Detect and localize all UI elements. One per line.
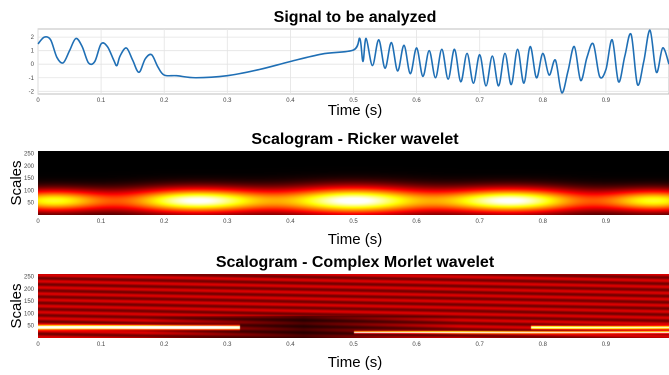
signal-x-ticks: 0 0.1 0.2 0.3 0.4 0.5 0.6 0.7 0.8 0.9 (36, 98, 610, 104)
morlet-y-axis-label: Scales (8, 283, 25, 328)
x-tick-label: 0.6 (412, 219, 421, 225)
x-tick-label: 0.4 (286, 342, 295, 348)
ricker-y-ticks: 250 200 150 100 50 (24, 151, 35, 206)
y-tick-label: 50 (27, 201, 34, 207)
y-tick-label: 250 (24, 274, 35, 280)
x-tick-label: 0.8 (539, 98, 548, 104)
y-tick-label: 0 (31, 62, 35, 68)
signal-x-axis-label: Time (s) (328, 102, 382, 119)
x-tick-label: 0.3 (223, 219, 232, 225)
ricker-heatmap-container (38, 151, 669, 215)
y-tick-label: -1 (29, 76, 35, 82)
morlet-x-axis-label: Time (s) (328, 354, 382, 371)
x-tick-label: 0.7 (476, 342, 485, 348)
x-tick-label: 0 (36, 219, 40, 225)
x-tick-label: 0.2 (160, 342, 169, 348)
x-tick-label: 0.6 (412, 98, 421, 104)
x-tick-label: 0.8 (539, 219, 548, 225)
x-tick-label: 0.9 (602, 219, 611, 225)
ricker-heatmap (38, 151, 669, 215)
y-tick-label: 100 (24, 311, 35, 317)
y-tick-label: 2 (31, 35, 35, 41)
signal-grid (37, 29, 669, 94)
y-tick-label: 150 (24, 299, 35, 305)
morlet-heatmap-container (38, 274, 669, 338)
signal-y-ticks: 2 1 0 -1 -2 (29, 35, 35, 95)
x-tick-label: 0.7 (476, 219, 485, 225)
x-tick-label: 0.1 (97, 342, 106, 348)
morlet-chart-title: Scalogram - Complex Morlet wavelet (216, 254, 495, 271)
y-tick-label: 250 (24, 151, 35, 157)
x-tick-label: 0.3 (223, 98, 232, 104)
y-tick-label: 150 (24, 176, 35, 182)
signal-plot-axes: 0 0.1 0.2 0.3 0.4 0.5 0.6 0.7 0.8 0.9 2 1 0 -1 -2 (29, 28, 669, 104)
y-tick-label: 1 (31, 49, 35, 55)
ricker-y-axis-label: Scales (8, 160, 25, 205)
y-tick-label: -2 (29, 89, 35, 95)
x-tick-label: 0.8 (539, 342, 548, 348)
x-tick-label: 0.6 (412, 342, 421, 348)
ricker-chart-title: Scalogram - Ricker wavelet (251, 131, 459, 148)
y-tick-label: 200 (24, 164, 35, 170)
y-tick-label: 200 (24, 287, 35, 293)
ricker-x-ticks: 0 0.1 0.2 0.3 0.4 0.5 0.6 0.7 0.8 0.9 (36, 219, 610, 225)
x-tick-label: 0.2 (160, 219, 169, 225)
x-tick-label: 0 (36, 342, 40, 348)
x-tick-label: 0.9 (602, 342, 611, 348)
x-tick-label: 0.1 (97, 219, 106, 225)
x-tick-label: 0.5 (349, 219, 358, 225)
y-tick-label: 50 (27, 324, 34, 330)
x-tick-label: 0.1 (97, 98, 106, 104)
morlet-heatmap (38, 274, 669, 338)
morlet-x-ticks: 0 0.1 0.2 0.3 0.4 0.5 0.6 0.7 0.8 0.9 (36, 342, 610, 348)
x-tick-label: 0.4 (286, 219, 295, 225)
signal-chart-title: Signal to be analyzed (274, 9, 437, 26)
y-tick-label: 100 (24, 188, 35, 194)
x-tick-label: 0.2 (160, 98, 169, 104)
x-tick-label: 0 (36, 98, 40, 104)
signal-series-line (37, 29, 669, 94)
morlet-y-ticks: 250 200 150 100 50 (24, 274, 35, 329)
x-tick-label: 0.5 (349, 342, 358, 348)
x-tick-label: 0.9 (602, 98, 611, 104)
x-tick-label: 0.3 (223, 342, 232, 348)
x-tick-label: 0.5 (349, 98, 358, 104)
x-tick-label: 0.7 (476, 98, 485, 104)
ricker-x-axis-label: Time (s) (328, 231, 382, 248)
x-tick-label: 0.4 (286, 98, 295, 104)
